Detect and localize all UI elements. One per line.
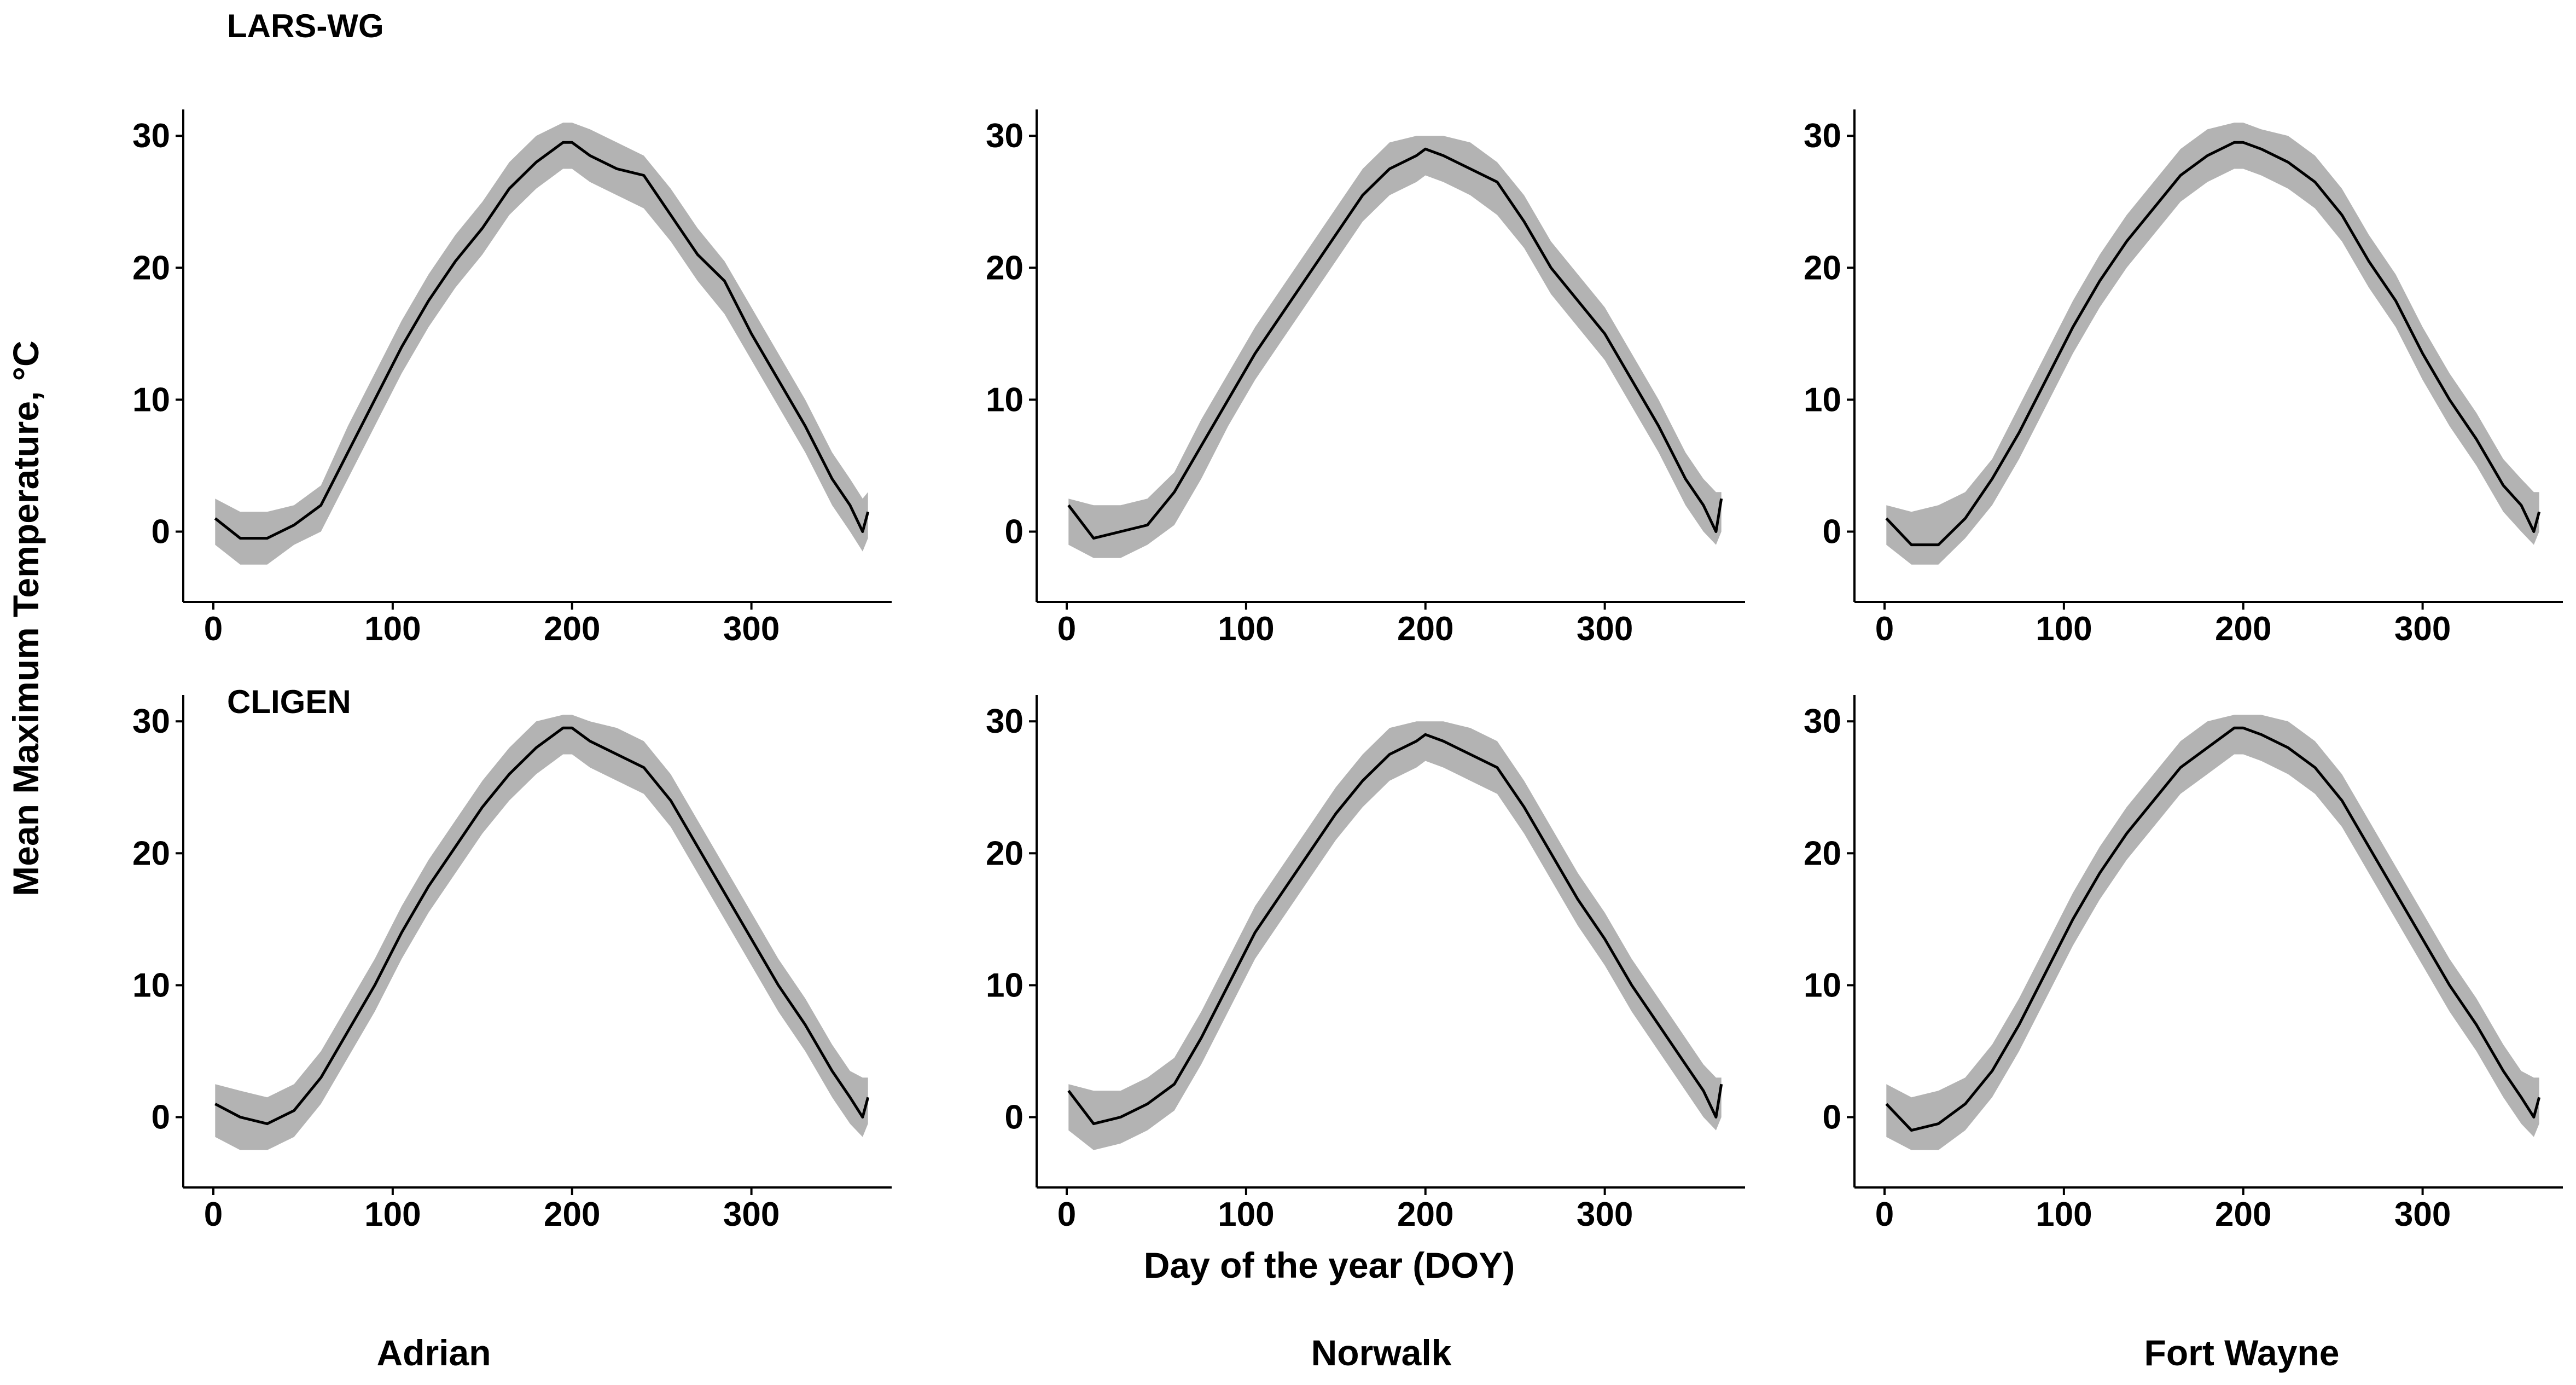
y-tick-label: 30: [1804, 703, 1841, 740]
x-tick-label: 0: [1875, 1196, 1894, 1233]
observed-line-cligen-fort-wayne: [1885, 726, 2541, 1132]
simulated-band-cligen-adrian: [215, 715, 868, 1150]
y-tick-label: 10: [1804, 381, 1841, 419]
y-tick-label: 10: [1804, 966, 1841, 1004]
observed-line-lars-wg-norwalk: [1067, 147, 1723, 540]
row-label-lars-wg: LARS-WG: [227, 8, 384, 44]
x-tick-label: 200: [2215, 1196, 2271, 1233]
simulated-band-lars-wg-norwalk: [1068, 136, 1722, 558]
y-tick-label: 30: [986, 703, 1024, 740]
x-tick-label: 300: [723, 1196, 780, 1233]
observed-line-cligen-norwalk: [1067, 733, 1723, 1126]
x-tick-label: 200: [1397, 1196, 1453, 1233]
x-tick-label: 100: [2036, 610, 2092, 648]
y-tick-label: 0: [1005, 513, 1024, 551]
simulated-band-lars-wg-fort-wayne: [1886, 123, 2539, 565]
x-tick-label: 200: [2215, 610, 2271, 648]
x-tick-label: 0: [1057, 610, 1076, 648]
simulated-band-cligen-norwalk: [1068, 721, 1722, 1150]
y-tick-label: 0: [1005, 1099, 1024, 1137]
y-tick-label: 10: [986, 381, 1024, 419]
x-tick-label: 300: [1577, 1196, 1633, 1233]
y-tick-label: 0: [1823, 513, 1841, 551]
x-tick-label: 200: [544, 610, 600, 648]
y-tick-label: 30: [1804, 117, 1841, 155]
y-tick-label: 20: [986, 835, 1024, 872]
x-tick-label: 300: [2394, 610, 2451, 648]
simulated-band-lars-wg-adrian: [215, 123, 868, 565]
y-tick-label: 20: [132, 835, 170, 872]
y-tick-label: 20: [1804, 249, 1841, 287]
x-tick-label: 200: [544, 1196, 600, 1233]
observed-line-lars-wg-adrian: [214, 141, 870, 540]
x-tick-label: 100: [364, 610, 421, 648]
y-tick-label: 20: [986, 249, 1024, 287]
x-tick-label: 0: [204, 1196, 223, 1233]
x-tick-label: 0: [204, 610, 223, 648]
x-tick-label: 200: [1397, 610, 1453, 648]
y-tick-label: 20: [1804, 835, 1841, 872]
y-tick-label: 30: [132, 117, 170, 155]
x-axis-title: Day of the year (DOY): [1144, 1245, 1515, 1285]
y-tick-label: 0: [152, 513, 170, 551]
y-tick-label: 0: [152, 1099, 170, 1137]
y-tick-label: 0: [1823, 1099, 1841, 1137]
y-tick-label: 20: [132, 249, 170, 287]
y-tick-label: 10: [132, 381, 170, 419]
y-tick-label: 30: [986, 117, 1024, 155]
x-tick-label: 100: [364, 1196, 421, 1233]
simulated-band-cligen-fort-wayne: [1886, 715, 2539, 1150]
column-label-norwalk: Norwalk: [1311, 1332, 1452, 1373]
x-tick-label: 300: [1577, 610, 1633, 648]
y-tick-label: 10: [132, 966, 170, 1004]
y-tick-label: 30: [132, 703, 170, 740]
x-tick-label: 100: [2036, 1196, 2092, 1233]
x-tick-label: 100: [1218, 610, 1274, 648]
observed-line-lars-wg-fort-wayne: [1885, 141, 2541, 547]
x-tick-label: 0: [1057, 1196, 1076, 1233]
y-axis-title: Mean Maximum Temperature, °C: [5, 340, 46, 896]
column-label-fort-wayne: Fort Wayne: [2144, 1332, 2340, 1373]
y-tick-label: 10: [986, 966, 1024, 1004]
x-tick-label: 100: [1218, 1196, 1274, 1233]
row-label-cligen: CLIGEN: [227, 683, 351, 720]
x-tick-label: 300: [2394, 1196, 2451, 1233]
observed-line-cligen-adrian: [214, 726, 870, 1126]
x-tick-label: 300: [723, 610, 780, 648]
x-tick-label: 0: [1875, 610, 1894, 648]
column-label-adrian: Adrian: [376, 1332, 491, 1373]
